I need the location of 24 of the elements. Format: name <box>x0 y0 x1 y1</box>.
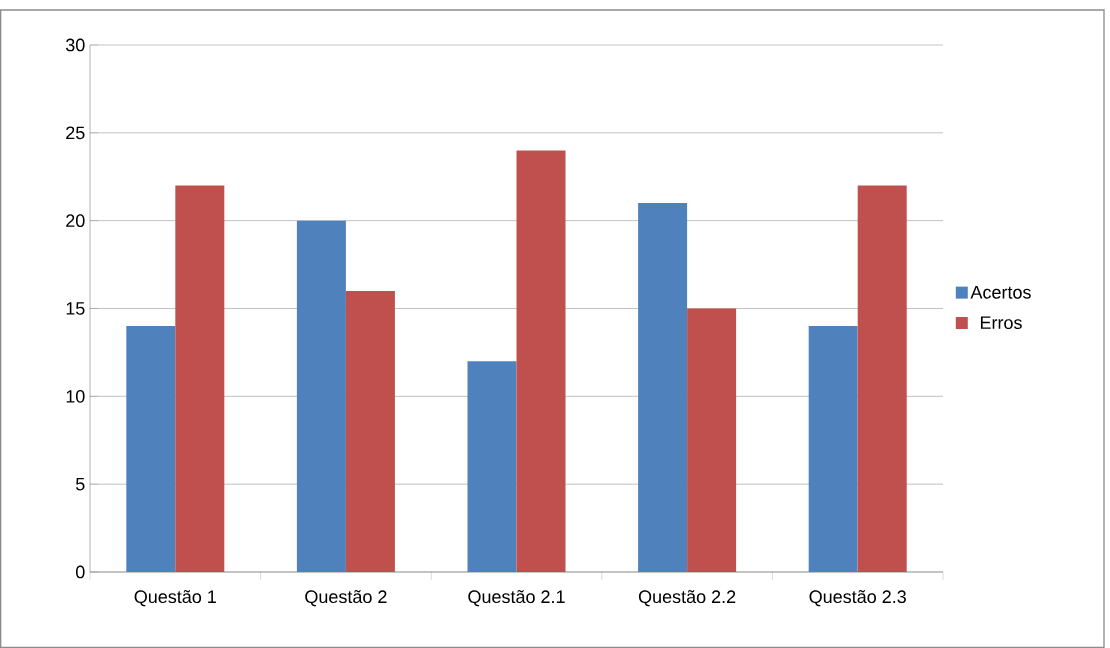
y-tick-label: 5 <box>76 477 85 491</box>
bar <box>296 220 346 572</box>
bar <box>808 326 858 572</box>
legend-label: Erros <box>980 316 1022 330</box>
y-tick-label: 25 <box>66 126 85 140</box>
bar <box>467 361 517 572</box>
bar <box>126 326 176 572</box>
x-tick-label: Questão 1 <box>134 590 216 607</box>
bar <box>857 185 907 572</box>
y-tick-label: 0 <box>76 565 85 579</box>
y-tick-label: 30 <box>65 38 85 52</box>
x-tick-label: Questão 2.1 <box>468 590 565 607</box>
y-tick-label: 20 <box>66 214 85 228</box>
bar <box>345 290 395 572</box>
y-tick-label: 10 <box>66 389 85 403</box>
x-tick-label: Questão 2.2 <box>638 590 736 607</box>
x-tick-label: Questão 2.3 <box>809 590 906 607</box>
y-tick-label: 15 <box>66 302 85 315</box>
bar <box>638 203 688 572</box>
bar <box>175 185 225 572</box>
bar <box>687 308 737 572</box>
x-tick-label: Questão 2 <box>305 590 387 607</box>
legend-label: Acertos <box>970 286 1031 299</box>
bar <box>516 150 566 572</box>
